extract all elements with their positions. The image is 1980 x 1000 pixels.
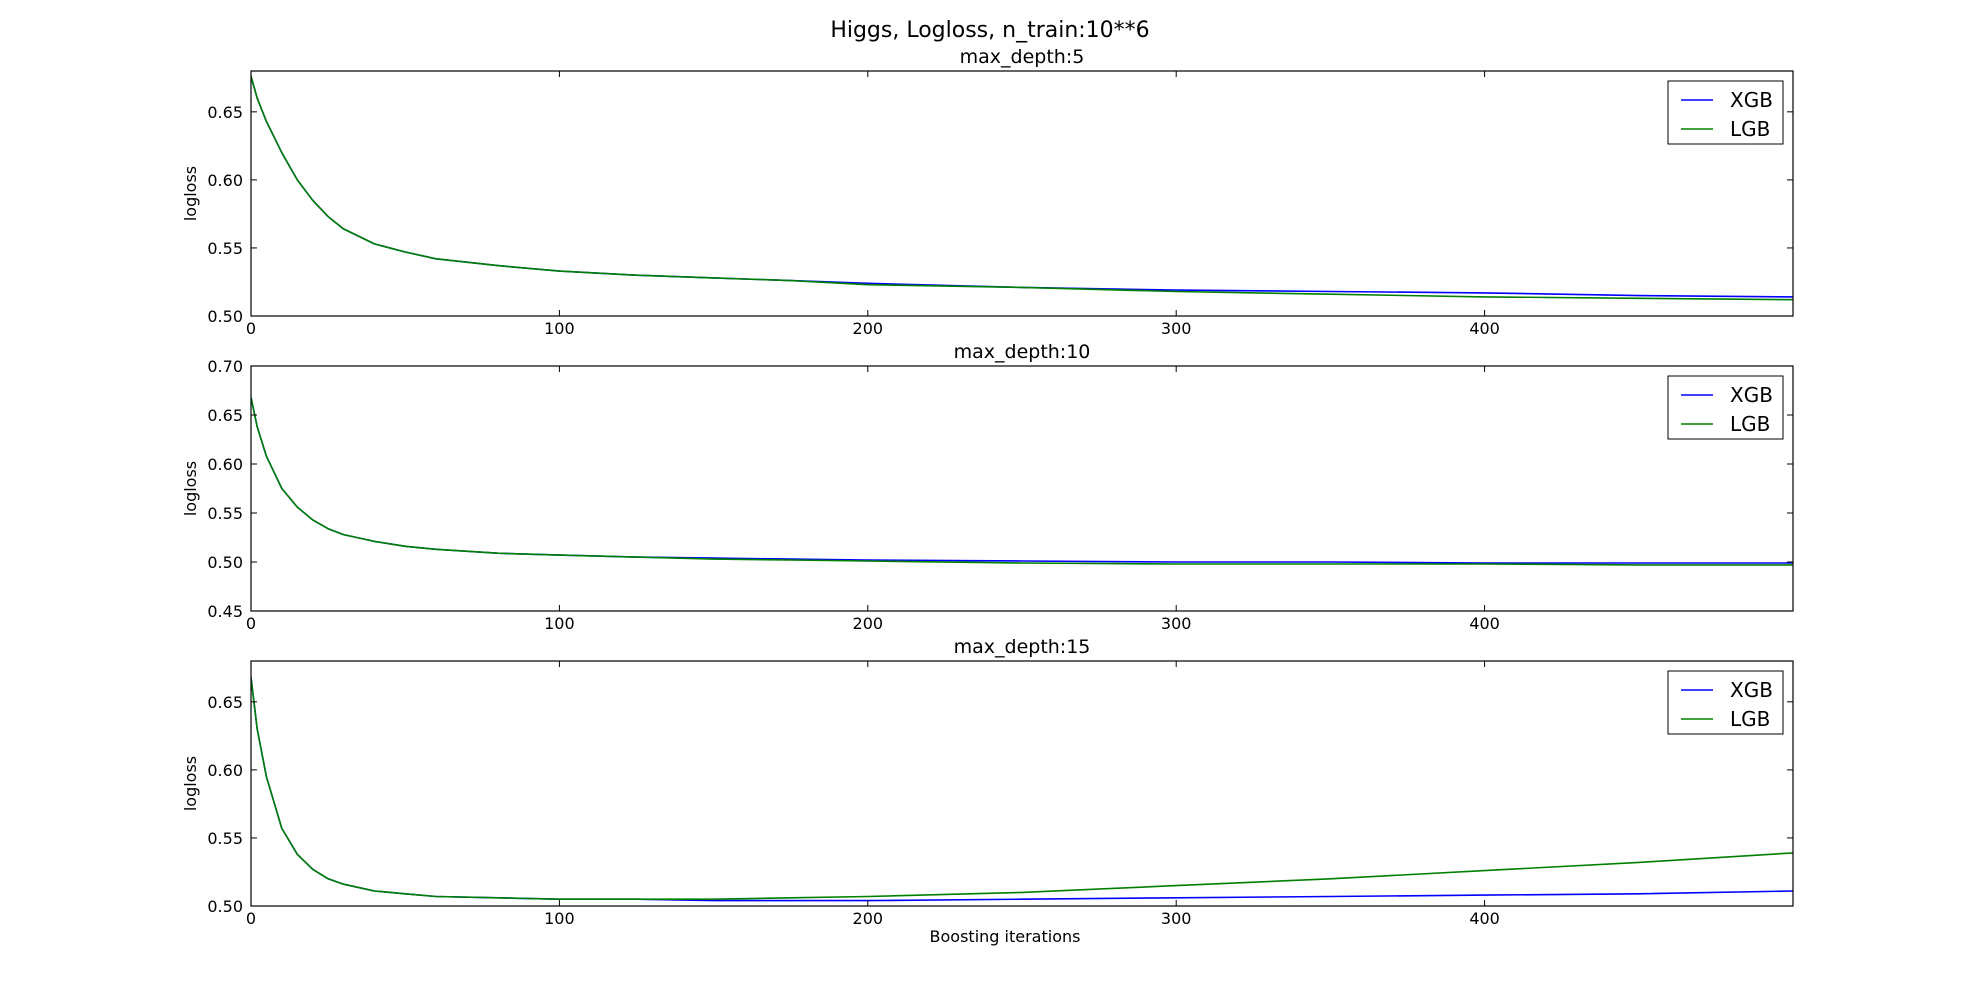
legend-label-xgb: XGB [1730,678,1773,702]
y-tick-label: 0.45 [207,602,243,621]
y-axis-label: logloss [181,166,200,221]
legend: XGB LGB [1667,670,1784,735]
plot-frame [250,70,1794,317]
series-line-lgb [251,677,1793,901]
x-tick-label: 100 [544,614,575,633]
y-tick-label: 0.60 [207,455,243,474]
legend-label-xgb: XGB [1730,88,1773,112]
x-axis-label: Boosting iterations [930,927,1081,946]
x-tick-label: 300 [1161,319,1192,338]
plot-frame [250,365,1794,612]
subplot-3: max_depth:15 0 100 200 300 400 0.50 0.55 0.60 0.6… [181,636,1794,928]
legend-label-lgb: LGB [1730,412,1770,436]
y-axis-label: logloss [181,461,200,516]
x-tick-label: 0 [246,909,256,928]
y-tick-label: 0.70 [207,357,243,376]
y-tick-label: 0.65 [207,103,243,122]
y-tick-label: 0.55 [207,239,243,258]
subplot-panels: max_depth:5 0 100 200 300 400 0.50 0.55 0.60 0.65… [181,46,1794,928]
x-tick-label: 0 [246,614,256,633]
x-tick-label: 200 [853,319,884,338]
y-tick-label: 0.65 [207,693,243,712]
y-tick-label: 0.55 [207,829,243,848]
series-line-lgb [251,76,1793,301]
subplot-title: max_depth:10 [954,341,1091,363]
y-tick-label: 0.60 [207,171,243,190]
y-tick-label: 0.55 [207,504,243,523]
y-tick-label: 0.50 [207,897,243,916]
subplot-title: max_depth:5 [960,46,1085,68]
plot-frame [250,660,1794,907]
x-tick-label: 0 [246,319,256,338]
legend: XGB LGB [1667,375,1784,440]
y-tick-label: 0.65 [207,406,243,425]
x-tick-label: 300 [1161,614,1192,633]
legend-label-lgb: LGB [1730,707,1770,731]
legend-box [1667,80,1784,145]
legend-label-xgb: XGB [1730,383,1773,407]
y-tick-label: 0.50 [207,553,243,572]
y-axis-label: logloss [181,756,200,811]
figure-suptitle: Higgs, Logloss, n_train:10**6 [830,18,1149,43]
y-tick-label: 0.50 [207,307,243,326]
x-tick-label: 400 [1469,614,1500,633]
x-tick-label: 100 [544,909,575,928]
x-tick-label: 100 [544,319,575,338]
x-tick-label: 200 [853,614,884,633]
x-tick-label: 400 [1469,909,1500,928]
x-tick-label: 200 [853,909,884,928]
y-tick-label: 0.60 [207,761,243,780]
legend-box [1667,670,1784,735]
x-tick-label: 300 [1161,909,1192,928]
subplot-title: max_depth:15 [954,636,1091,658]
legend-label-lgb: LGB [1730,117,1770,141]
legend-box [1667,375,1784,440]
series-line-lgb [251,397,1793,566]
legend: XGB LGB [1667,80,1784,145]
subplot-2: max_depth:10 0 100 200 300 400 0.45 0.50 0.55 0.6… [181,341,1794,633]
subplot-1: max_depth:5 0 100 200 300 400 0.50 0.55 0.60 0.65… [181,46,1794,338]
x-tick-label: 400 [1469,319,1500,338]
